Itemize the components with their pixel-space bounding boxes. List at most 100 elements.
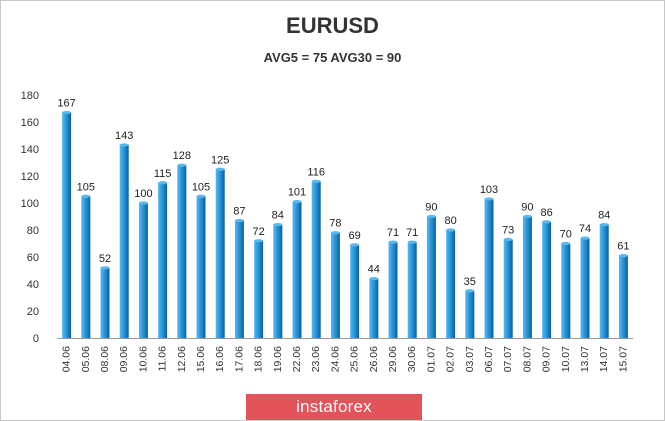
bar bbox=[311, 181, 321, 338]
bar bbox=[158, 182, 168, 338]
y-tick-label: 20 bbox=[27, 306, 39, 318]
bar bbox=[292, 201, 302, 338]
bar-cap bbox=[254, 239, 264, 243]
data-label: 87 bbox=[233, 206, 245, 218]
bar-cap bbox=[292, 200, 302, 204]
bar-cap bbox=[522, 214, 532, 219]
x-tick-label: 22.06 bbox=[291, 346, 303, 372]
x-tick-label: 29.06 bbox=[387, 346, 399, 372]
y-tick-label: 100 bbox=[21, 198, 39, 210]
data-label: 105 bbox=[77, 181, 95, 193]
bar-cap bbox=[330, 231, 340, 235]
bar bbox=[561, 243, 571, 338]
x-tick-label: 30.06 bbox=[406, 346, 418, 372]
bar bbox=[446, 230, 456, 338]
data-label: 128 bbox=[173, 150, 191, 162]
data-label: 35 bbox=[464, 276, 476, 288]
bar-cap bbox=[542, 220, 552, 224]
bar-cap bbox=[215, 167, 225, 171]
y-tick-label: 40 bbox=[27, 279, 39, 291]
data-label: 143 bbox=[115, 130, 133, 142]
x-tick-label: 16.06 bbox=[214, 346, 226, 372]
bar-cap bbox=[484, 197, 494, 201]
y-tick-label: 60 bbox=[27, 252, 39, 264]
data-label: 44 bbox=[368, 264, 380, 276]
data-label: 73 bbox=[502, 224, 514, 236]
bar-cap bbox=[81, 194, 91, 198]
bar bbox=[484, 198, 494, 338]
data-label: 125 bbox=[211, 154, 229, 166]
data-label: 61 bbox=[617, 241, 629, 253]
data-label: 86 bbox=[540, 207, 552, 219]
data-label: 71 bbox=[406, 227, 418, 239]
x-tick-label: 13.07 bbox=[579, 346, 591, 372]
bar bbox=[196, 196, 206, 338]
x-tick-label: 04.06 bbox=[61, 346, 73, 372]
data-label: 116 bbox=[307, 166, 325, 178]
x-tick-label: 06.07 bbox=[483, 346, 495, 372]
y-tick-label: 140 bbox=[21, 144, 39, 156]
x-tick-label: 12.06 bbox=[176, 346, 188, 372]
bar bbox=[119, 144, 129, 338]
bar bbox=[369, 278, 379, 338]
x-tick-label: 26.06 bbox=[368, 346, 380, 372]
data-label: 115 bbox=[154, 168, 172, 180]
bar bbox=[215, 169, 225, 338]
data-label: 90 bbox=[521, 202, 533, 214]
x-tick-label: 10.07 bbox=[560, 346, 572, 372]
bar-cap bbox=[177, 163, 187, 167]
bar-cap bbox=[100, 266, 110, 270]
x-tick-label: 24.06 bbox=[329, 346, 341, 372]
chart-title: EURUSD bbox=[286, 13, 379, 38]
bar bbox=[465, 290, 475, 338]
bar-cap bbox=[618, 254, 628, 258]
bar bbox=[426, 216, 436, 338]
bar-cap bbox=[465, 289, 475, 293]
bar-cap bbox=[119, 143, 129, 147]
bar-cap bbox=[446, 228, 456, 232]
instaforex-logo-text: instaforex bbox=[296, 397, 372, 416]
bar-cap bbox=[503, 237, 513, 242]
data-label: 74 bbox=[579, 223, 591, 235]
bar bbox=[522, 216, 532, 338]
bar-cap bbox=[561, 241, 571, 246]
y-tick-label: 180 bbox=[21, 90, 39, 102]
x-tick-label: 19.06 bbox=[272, 346, 284, 372]
bar-cap bbox=[599, 223, 609, 227]
x-tick-label: 25.06 bbox=[349, 346, 361, 372]
data-label: 71 bbox=[387, 227, 399, 239]
data-label: 84 bbox=[272, 210, 284, 222]
data-label: 167 bbox=[57, 98, 75, 110]
data-label: 84 bbox=[598, 210, 610, 222]
bar bbox=[388, 242, 398, 338]
bar bbox=[350, 244, 360, 338]
bar bbox=[503, 239, 513, 338]
bar-cap bbox=[62, 110, 72, 115]
bar-cap bbox=[407, 240, 417, 244]
data-label: 100 bbox=[134, 188, 152, 200]
bar bbox=[599, 224, 609, 338]
x-tick-label: 15.07 bbox=[617, 346, 629, 372]
x-tick-label: 08.07 bbox=[521, 346, 533, 372]
x-tick-label: 01.07 bbox=[425, 346, 437, 372]
x-tick-label: 18.06 bbox=[253, 346, 265, 372]
instaforex-logo: instaforex bbox=[246, 394, 422, 420]
bar bbox=[100, 267, 110, 338]
bar-cap bbox=[388, 240, 398, 244]
bar-cap bbox=[273, 223, 283, 227]
bar-cap bbox=[234, 218, 244, 223]
x-tick-label: 14.07 bbox=[598, 346, 610, 372]
x-tick-label: 05.06 bbox=[80, 346, 92, 372]
bar bbox=[330, 232, 340, 338]
x-tick-label: 23.06 bbox=[310, 346, 322, 372]
bar bbox=[618, 255, 628, 338]
bar bbox=[62, 112, 72, 338]
bar-cap bbox=[580, 236, 590, 240]
bar bbox=[234, 220, 244, 338]
x-tick-label: 09.07 bbox=[541, 346, 553, 372]
y-axis-ticks: 0 20 40 60 80 100 120 140 160 180 bbox=[21, 90, 633, 345]
chart-subtitle: AVG5 = 75 AVG30 = 90 bbox=[263, 50, 402, 65]
bar bbox=[580, 238, 590, 338]
bar bbox=[254, 240, 264, 338]
x-tick-label: 17.06 bbox=[233, 346, 245, 372]
